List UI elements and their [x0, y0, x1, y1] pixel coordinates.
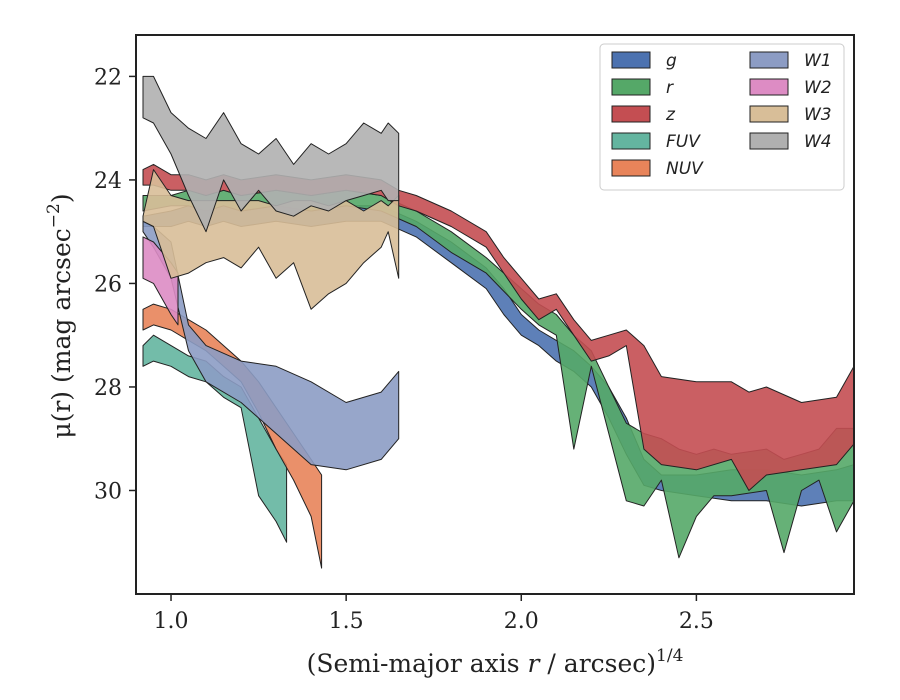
- x-axis-label: (Semi-major axis r / arcsec)1/4: [307, 646, 684, 678]
- legend-swatch-z: [611, 105, 651, 123]
- legend-swatch-w2: [749, 78, 789, 96]
- band-w4: [142, 75, 400, 233]
- legend-swatch-w3: [749, 105, 789, 123]
- y-axis-ticks: 22 24 26 28 30: [94, 65, 136, 504]
- legend-label-g: g: [666, 51, 677, 71]
- x-tick-label: 1.0: [154, 609, 189, 634]
- legend: grz FUV NUV W1 W2 W3 W4: [599, 43, 845, 191]
- x-tick-label: 2.0: [504, 609, 539, 634]
- legend-label-w4: W4: [804, 132, 832, 152]
- legend-swatch-nuv: [611, 159, 651, 177]
- legend-label-fuv: FUV: [666, 132, 701, 152]
- plot-frame: [135, 34, 855, 595]
- legend-label-w3: W3: [804, 105, 832, 125]
- y-tick-label: 24: [94, 169, 122, 194]
- x-axis-ticks: 1.0 1.5 2.0 2.5: [154, 594, 714, 634]
- legend-label-z: z: [665, 105, 676, 125]
- legend-label-nuv: NUV: [666, 159, 704, 179]
- legend-swatch-r: [611, 78, 651, 96]
- band-w2: [142, 236, 179, 326]
- legend-label-r: r: [666, 78, 674, 98]
- profile-bands: [142, 75, 855, 569]
- legend-swatch-fuv: [611, 132, 651, 150]
- legend-label-w1: W1: [804, 51, 832, 71]
- y-tick-label: 26: [94, 272, 122, 297]
- y-tick-label: 30: [94, 479, 122, 504]
- x-tick-label: 1.5: [329, 609, 364, 634]
- x-tick-label: 2.5: [679, 609, 714, 634]
- y-axis-label: μ(r) (mag arcsec−2): [44, 193, 76, 438]
- band-w1: [142, 220, 400, 471]
- legend-swatch-w1: [749, 51, 789, 69]
- legend-swatch-w4: [749, 132, 789, 150]
- y-tick-label: 28: [94, 376, 122, 401]
- y-tick-label: 22: [94, 65, 122, 90]
- legend-label-w2: W2: [804, 78, 832, 98]
- legend-swatch-g: [611, 51, 651, 69]
